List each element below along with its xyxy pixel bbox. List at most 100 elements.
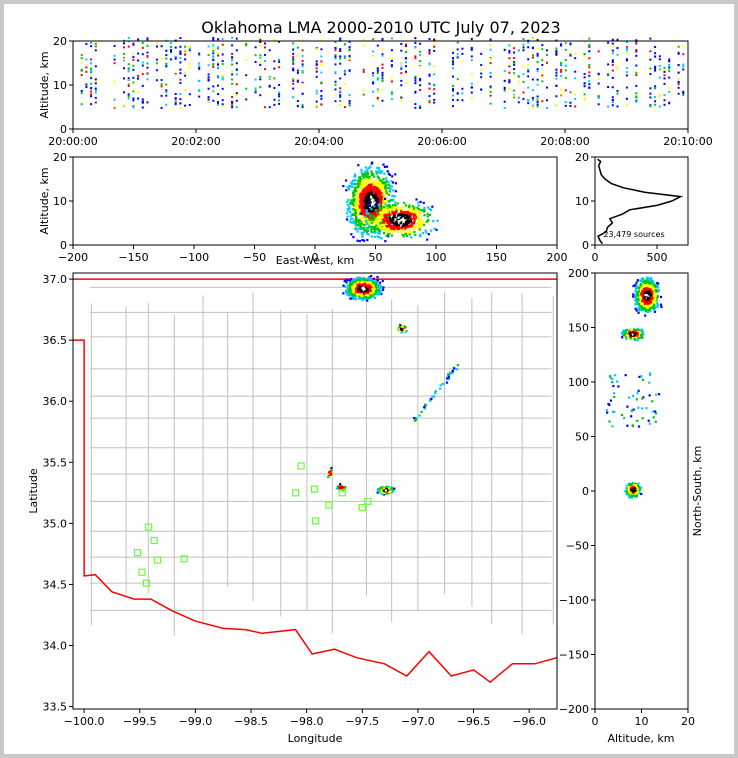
ns-source <box>646 303 649 306</box>
time-height-source <box>292 69 295 72</box>
ew-source <box>422 223 426 226</box>
time-height-source <box>414 55 417 58</box>
ew-source <box>342 184 345 188</box>
ew-source <box>354 227 357 231</box>
plan-source <box>378 490 381 493</box>
time-height-source <box>315 48 318 51</box>
plan-source <box>382 286 385 289</box>
time-height-source <box>527 102 530 105</box>
time-height-source <box>452 75 454 78</box>
ns-source <box>656 302 659 305</box>
ns-source <box>629 337 632 340</box>
lma-station <box>358 503 366 512</box>
plan-source <box>342 284 345 287</box>
time-height-source <box>127 63 130 66</box>
time-height-source <box>207 98 210 101</box>
plan-source <box>381 279 384 283</box>
ns-source <box>625 336 628 339</box>
ns-source <box>638 334 641 337</box>
ew-source <box>368 218 371 221</box>
plan-source <box>371 289 375 292</box>
time-height-source <box>527 99 530 102</box>
time-height-source <box>536 95 539 98</box>
time-height-source <box>508 71 511 74</box>
time-height-source <box>339 55 342 58</box>
time-height-source <box>259 86 262 89</box>
time-height-source <box>588 57 591 60</box>
time-height-source <box>668 86 671 89</box>
ew-source <box>397 208 401 211</box>
time-height-source <box>221 74 224 77</box>
plan-view-xtick-label: −100.0 <box>64 715 105 728</box>
ns-source <box>637 303 640 306</box>
time-height-source <box>184 71 187 74</box>
ns-source <box>629 334 633 337</box>
time-height-source <box>405 58 407 61</box>
time-height-source <box>245 44 248 47</box>
ew-source <box>375 199 378 203</box>
time-height-source <box>649 37 652 40</box>
ew-source <box>409 208 412 212</box>
ew-source <box>384 183 387 186</box>
ew-source <box>378 214 382 217</box>
time-height-source <box>522 73 525 76</box>
time-height-source <box>127 95 130 98</box>
plan-source <box>365 288 368 291</box>
ew-source <box>380 196 384 199</box>
time-height-source <box>607 63 610 66</box>
time-height-source <box>113 54 116 57</box>
plan-source <box>380 489 383 492</box>
time-height-source <box>90 77 93 80</box>
time-height-source <box>259 41 262 44</box>
time-height-source <box>301 38 304 41</box>
time-height-source <box>390 65 393 68</box>
ew-source <box>374 193 378 196</box>
ew-source <box>377 219 380 222</box>
time-height-ytick-label: 10 <box>53 79 67 92</box>
ns-source <box>632 295 635 298</box>
time-height-source <box>301 81 304 84</box>
time-height-source <box>489 94 492 97</box>
time-height-source <box>564 76 567 79</box>
time-height-source <box>658 55 661 58</box>
time-height-source <box>635 54 638 57</box>
ew-source <box>387 193 390 196</box>
ew-source <box>357 213 360 216</box>
ew-source <box>345 189 348 192</box>
time-height-source <box>132 106 135 109</box>
ew-source <box>378 200 381 204</box>
ew-source <box>415 198 418 201</box>
time-height-source <box>381 77 384 80</box>
ew-source <box>418 218 421 221</box>
ew-source <box>406 231 409 234</box>
ew-source <box>417 208 421 211</box>
time-height-source <box>611 86 614 89</box>
time-height-source <box>654 100 657 103</box>
ew-source <box>353 179 356 182</box>
ew-source <box>365 189 368 192</box>
ew-source <box>383 205 386 209</box>
ew-source <box>363 212 366 215</box>
time-height-source <box>179 37 182 40</box>
ew-source <box>359 212 362 215</box>
time-height-source <box>583 40 586 43</box>
time-height-source <box>433 73 436 76</box>
plan-source <box>351 279 354 282</box>
time-height-source <box>531 54 534 57</box>
time-height-source <box>174 100 177 103</box>
time-height-source <box>611 104 614 107</box>
ew-source <box>413 216 416 220</box>
plan-source <box>373 285 376 288</box>
ew-source <box>433 227 436 230</box>
ns-source <box>651 300 655 303</box>
time-height-source <box>207 45 210 48</box>
ns-source <box>638 332 641 335</box>
time-height-source <box>400 67 403 70</box>
ew-source <box>369 190 372 193</box>
time-height-source <box>419 50 422 53</box>
ew-source <box>383 191 386 194</box>
ew-source <box>365 226 368 230</box>
ew-source <box>385 190 388 193</box>
time-height-source <box>320 60 323 63</box>
plan-source <box>338 485 342 488</box>
